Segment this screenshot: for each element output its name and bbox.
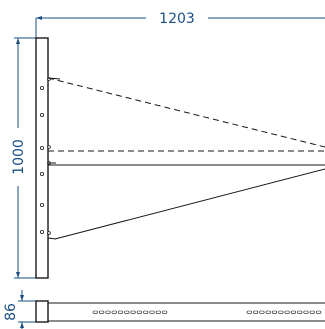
plate-hole xyxy=(40,229,45,234)
rail-slot xyxy=(303,310,309,314)
rail-slot xyxy=(130,310,136,314)
plate-hole xyxy=(40,202,45,207)
plate-nub xyxy=(47,231,51,235)
height-arrow-bottom xyxy=(16,272,20,278)
rail-slot xyxy=(136,310,143,314)
length-dimension: 1203 xyxy=(35,11,325,38)
rail-slot xyxy=(284,310,290,314)
profile-arrow-bottom xyxy=(20,322,24,328)
height-arrow-top xyxy=(16,38,20,44)
strut-bottom-connector xyxy=(47,237,57,240)
height-label: 1000 xyxy=(11,139,27,175)
plate-hole xyxy=(40,145,45,150)
profile-height-label: 86 xyxy=(3,303,19,321)
profile-rail xyxy=(35,300,325,323)
rail-slot xyxy=(99,310,105,314)
rail-end-cap xyxy=(35,300,49,323)
rail-slot xyxy=(111,310,117,314)
bracket-arms xyxy=(47,77,325,240)
vertical-plate xyxy=(35,37,51,279)
rail-slot xyxy=(297,310,303,314)
length-label: 1203 xyxy=(159,11,195,27)
rail-slot xyxy=(155,310,161,314)
rail-slot-group-left xyxy=(92,310,168,314)
profile-arrow-top xyxy=(20,295,24,301)
diagonal-strut xyxy=(54,168,325,240)
plate-hole xyxy=(40,113,45,118)
brace-top-connector xyxy=(47,77,61,80)
rail-slot xyxy=(253,310,259,314)
rail-slot xyxy=(278,310,284,314)
rail-slot xyxy=(92,310,98,314)
length-arrow-left xyxy=(36,16,42,20)
rail-slot xyxy=(265,310,271,314)
rail-slot xyxy=(259,310,265,314)
height-dimension: 1000 xyxy=(11,37,36,279)
rail-slot xyxy=(124,310,130,314)
rail-slot-group-right xyxy=(246,310,322,314)
plate-hole xyxy=(40,86,45,91)
plate-nub xyxy=(47,145,51,149)
rail-slot xyxy=(246,310,252,314)
plate-outline xyxy=(35,37,49,279)
rail-slot xyxy=(309,310,315,314)
rail-slot xyxy=(290,310,297,314)
profile-dimension: 86 xyxy=(3,290,36,329)
rail-slot xyxy=(143,310,149,314)
rail-slot xyxy=(105,310,111,314)
rail-slot xyxy=(117,310,124,314)
rail-slot xyxy=(162,310,168,314)
plate-hole xyxy=(40,171,45,176)
rail-slot xyxy=(271,310,278,314)
hidden-diagonal-brace xyxy=(47,77,325,148)
rail-slot xyxy=(315,310,322,314)
rail-slot xyxy=(149,310,155,314)
